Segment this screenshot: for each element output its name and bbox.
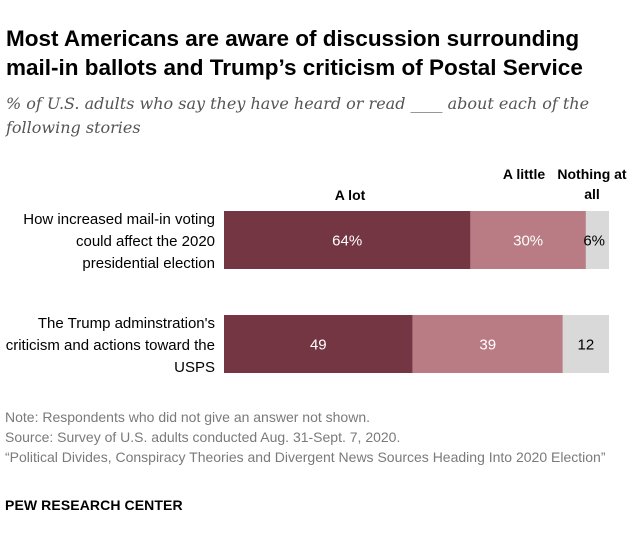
data-label-a-little-row-1: 30%: [513, 233, 543, 250]
bar-a-little-row-2: [412, 315, 563, 373]
data-label-a-lot-row-2: 49: [310, 337, 327, 354]
pew-research-center-logo-text: PEW RESEARCH CENTER: [5, 497, 183, 513]
chart-title: Most Americans are aware of discussion s…: [6, 26, 583, 80]
data-label-nothing-at-all-row-2: 12: [578, 337, 595, 354]
data-label-nothing-at-all-row-1: 6%: [583, 233, 605, 250]
data-label-a-lot-row-1: 64%: [332, 233, 362, 250]
source-text: Source: Survey of U.S. adults conducted …: [5, 429, 401, 445]
data-label-a-little-row-2: 39: [479, 337, 496, 354]
row-label-mail-in-voting: How increased mail-in voting could affec…: [23, 211, 215, 272]
row-label-usps: The Trump adminstration's criticism and …: [5, 315, 215, 376]
note-text: Note: Respondents who did not give an an…: [5, 409, 371, 425]
chart-subtitle: % of U.S. adults who say they have heard…: [6, 94, 590, 137]
report-title-text: “Political Divides, Conspiracy Theories …: [5, 449, 606, 465]
bar-nothing-at-all-row-2: [562, 315, 609, 373]
legend-nothing-at-all: Nothing at all: [557, 166, 627, 202]
bar-a-little-row-1: [470, 211, 586, 269]
bar-a-lot-row-2: [224, 315, 413, 373]
chart-notes: Note: Respondents who did not give an an…: [5, 407, 625, 467]
legend-a-little: A little: [502, 166, 546, 182]
bar-nothing-at-all-row-1: [585, 211, 609, 269]
bar-a-lot-row-1: [224, 211, 471, 269]
legend-a-lot: A lot: [334, 187, 366, 203]
